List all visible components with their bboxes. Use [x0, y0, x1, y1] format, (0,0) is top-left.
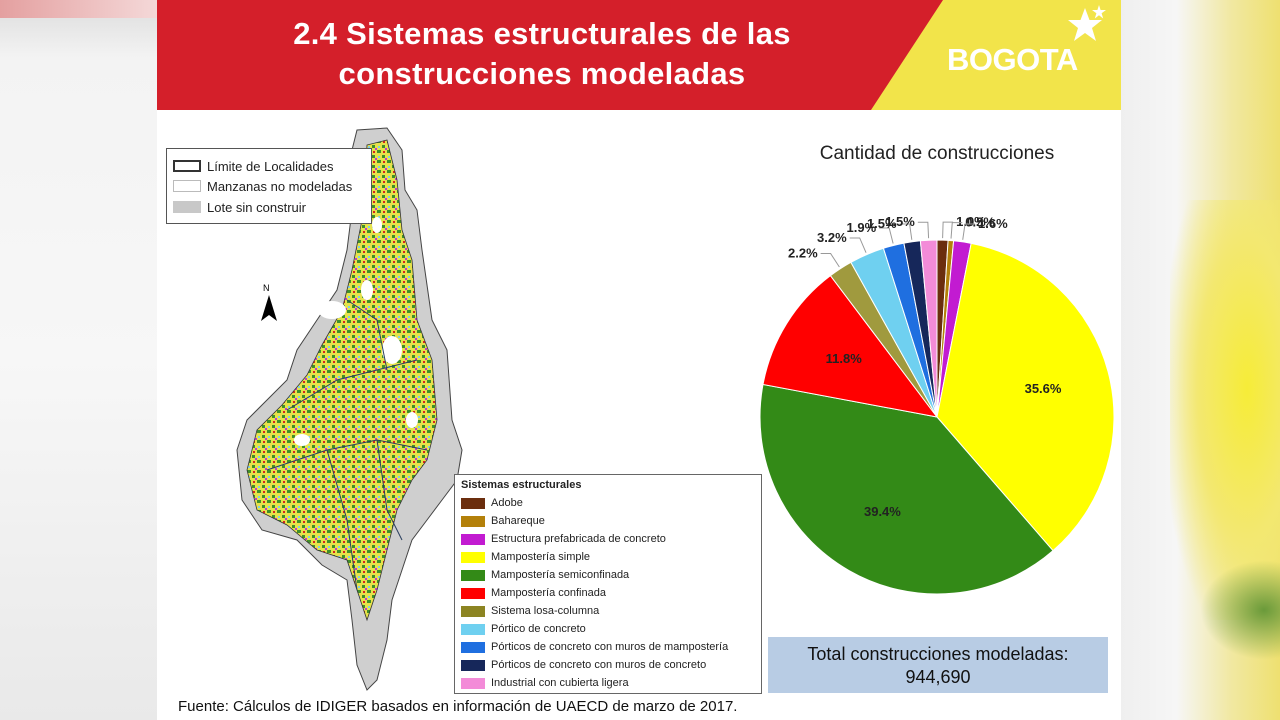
total-box: Total construcciones modeladas: 944,690 — [768, 637, 1108, 693]
legend-item-label: Pórticos de concreto con muros de concre… — [491, 659, 707, 671]
legend-swatch — [461, 515, 485, 527]
legend-swatch — [461, 569, 485, 581]
title-line-2: construcciones modeladas — [338, 56, 746, 91]
pie-data-label: 1.0% — [956, 214, 986, 229]
legend-item-label: Mampostería confinada — [491, 587, 606, 599]
map-legend-top: Límite de Localidades Manzanas no modela… — [166, 148, 372, 224]
star-icon — [1068, 8, 1102, 41]
chart-title: Cantidad de construcciones — [819, 143, 1055, 164]
pie-slice — [919, 239, 938, 418]
gray-box-icon — [173, 201, 201, 213]
pie-leader-line — [962, 223, 976, 240]
pie-leader-line — [879, 227, 894, 244]
bogota-map — [236, 127, 463, 691]
pie-data-label: 39.4% — [864, 504, 901, 519]
pie-leader-line — [950, 222, 963, 239]
pie-leader-line — [849, 237, 867, 253]
legend-row-localidades: Límite de Localidades — [173, 157, 333, 175]
legend-label: Manzanas no modeladas — [207, 178, 353, 194]
legend-row-lote: Lote sin construir — [173, 198, 306, 216]
legend-swatch — [461, 551, 485, 563]
legend-item-label: Industrial con cubierta ligera — [491, 677, 629, 689]
north-arrow: N — [261, 283, 277, 323]
legend-item: Adobe — [461, 496, 523, 510]
pie-data-label: 11.8% — [826, 351, 863, 366]
legend-item-label: Pórticos de concreto con muros de mampos… — [491, 641, 729, 653]
legend-item-label: Estructura prefabricada de concreto — [491, 533, 666, 545]
legend-item: Bahareque — [461, 514, 545, 528]
pie-data-label: 1.6% — [978, 216, 1008, 231]
structural-systems-legend: Sistemas estructurales Adobe Bahareque E… — [454, 474, 762, 694]
legend-swatch — [461, 533, 485, 545]
pie-data-label: 1.9% — [847, 220, 877, 235]
bogota-logo: BOGOTA — [947, 5, 1107, 86]
total-label: Total construcciones modeladas: — [807, 644, 1069, 664]
legend-row-manzanas: Manzanas no modeladas — [173, 177, 352, 195]
page-title: 2.4 Sistemas estructurales de las constr… — [157, 14, 927, 94]
source-note: Fuente: Cálculos de IDIGER basados en in… — [178, 698, 738, 715]
legend-swatch — [461, 641, 485, 653]
legend-swatch — [461, 623, 485, 635]
white-box-icon — [173, 180, 201, 192]
legend-item-label: Bahareque — [491, 515, 545, 527]
pie-leader-line — [899, 223, 913, 240]
legend-item-label: Mampostería simple — [491, 551, 591, 563]
legend-label: Lote sin construir — [207, 199, 306, 215]
legend-swatch — [461, 497, 485, 509]
pie-slice — [936, 242, 1115, 552]
small-star-icon — [1092, 5, 1106, 19]
pie-leader-line — [942, 221, 954, 239]
legend-swatch — [461, 605, 485, 617]
legend-item: Pórticos de concreto con muros de concre… — [461, 658, 706, 672]
pie-data-label: 0.5% — [965, 215, 995, 230]
pie-data-label: 1.5% — [885, 214, 915, 229]
legend-item: Mampostería semiconfinada — [461, 568, 629, 582]
pie-slice — [762, 274, 939, 418]
pie-chart: 1.0%0.5%1.6%35.6%39.4%11.8%2.2%3.2%1.9%1… — [759, 214, 1115, 595]
legend-label: Límite de Localidades — [207, 158, 334, 174]
legend-title: Sistemas estructurales — [461, 479, 582, 491]
legend-item: Estructura prefabricada de concreto — [461, 532, 666, 546]
legend-item-label: Adobe — [491, 497, 523, 509]
legend-swatch — [461, 659, 485, 671]
legend-item: Mampostería confinada — [461, 586, 606, 600]
legend-item: Mampostería simple — [461, 550, 590, 564]
logo-text: BOGOTA — [947, 42, 1078, 77]
legend-item: Pórticos de concreto con muros de mampos… — [461, 640, 728, 654]
legend-item: Sistema losa-columna — [461, 604, 599, 618]
legend-swatch — [461, 587, 485, 599]
legend-item-label: Pórtico de concreto — [491, 623, 586, 635]
legend-item: Industrial con cubierta ligera — [461, 676, 629, 690]
pie-data-label: 3.2% — [817, 230, 847, 245]
north-arrow-icon — [261, 295, 277, 321]
legend-item-label: Mampostería semiconfinada — [491, 569, 630, 581]
pie-leader-line — [917, 221, 930, 239]
total-value: 944,690 — [905, 667, 971, 687]
pie-data-label: 1.5% — [867, 216, 897, 231]
north-label: N — [263, 283, 270, 293]
slide: 2.4 Sistemas estructurales de las constr… — [157, 0, 1121, 720]
legend-swatch — [461, 677, 485, 689]
blurred-background-right — [1121, 0, 1280, 720]
pie-data-label: 2.2% — [788, 246, 818, 261]
pie-slice — [759, 383, 1054, 595]
title-line-1: 2.4 Sistemas estructurales de las — [293, 16, 791, 51]
blurred-background-left — [0, 0, 157, 720]
pie-data-label: 35.6% — [1025, 381, 1062, 396]
outline-box-icon — [173, 160, 201, 172]
legend-item-label: Sistema losa-columna — [491, 605, 600, 617]
legend-item: Pórtico de concreto — [461, 622, 586, 636]
pie-leader-line — [820, 253, 840, 268]
